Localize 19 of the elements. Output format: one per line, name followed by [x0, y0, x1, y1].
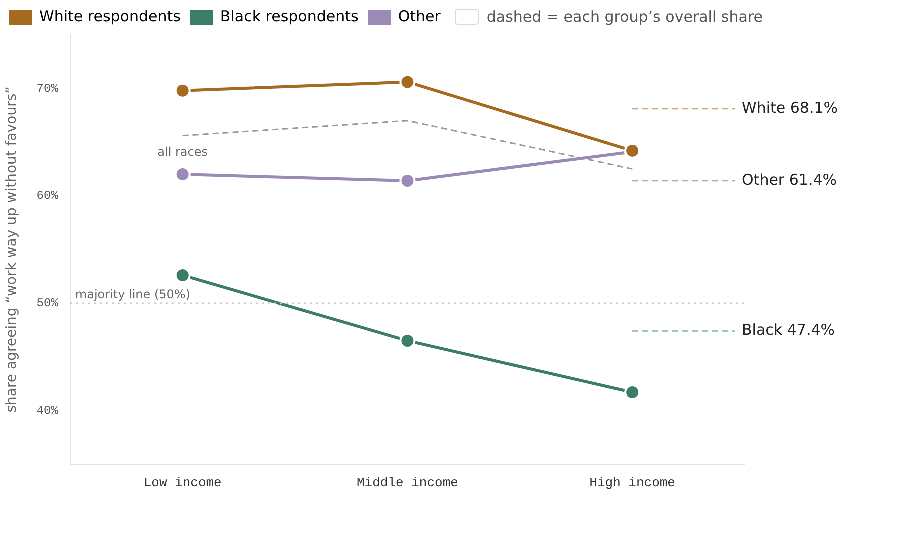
ref-line-label: majority line (50%)	[75, 288, 191, 302]
legend-label: Black respondents	[220, 7, 359, 26]
x-tick-label: Low income	[144, 476, 222, 491]
point	[400, 74, 416, 90]
y-tick-label: 60%	[36, 189, 60, 204]
y-tick-label: 70%	[36, 82, 60, 96]
y-tick-label: 50%	[36, 296, 60, 311]
y-axis-title: share agreeing “work way up without favours”	[4, 86, 20, 413]
y-tick-label: 40%	[36, 404, 60, 418]
series-label: all races	[158, 145, 208, 160]
x-tick-label: Middle income	[356, 476, 458, 491]
point	[174, 82, 191, 99]
ref-line-label: Black 47.4%	[742, 321, 836, 340]
ref-line-label: White 68.1%	[742, 98, 838, 117]
legend-label: White respondents	[40, 7, 182, 26]
legend-label: Other	[398, 7, 442, 26]
legend-title: dashed = each group’s overall share	[486, 8, 763, 26]
x-tick-label: High income	[590, 476, 676, 491]
ref-line-label: Other 61.4%	[742, 170, 838, 189]
